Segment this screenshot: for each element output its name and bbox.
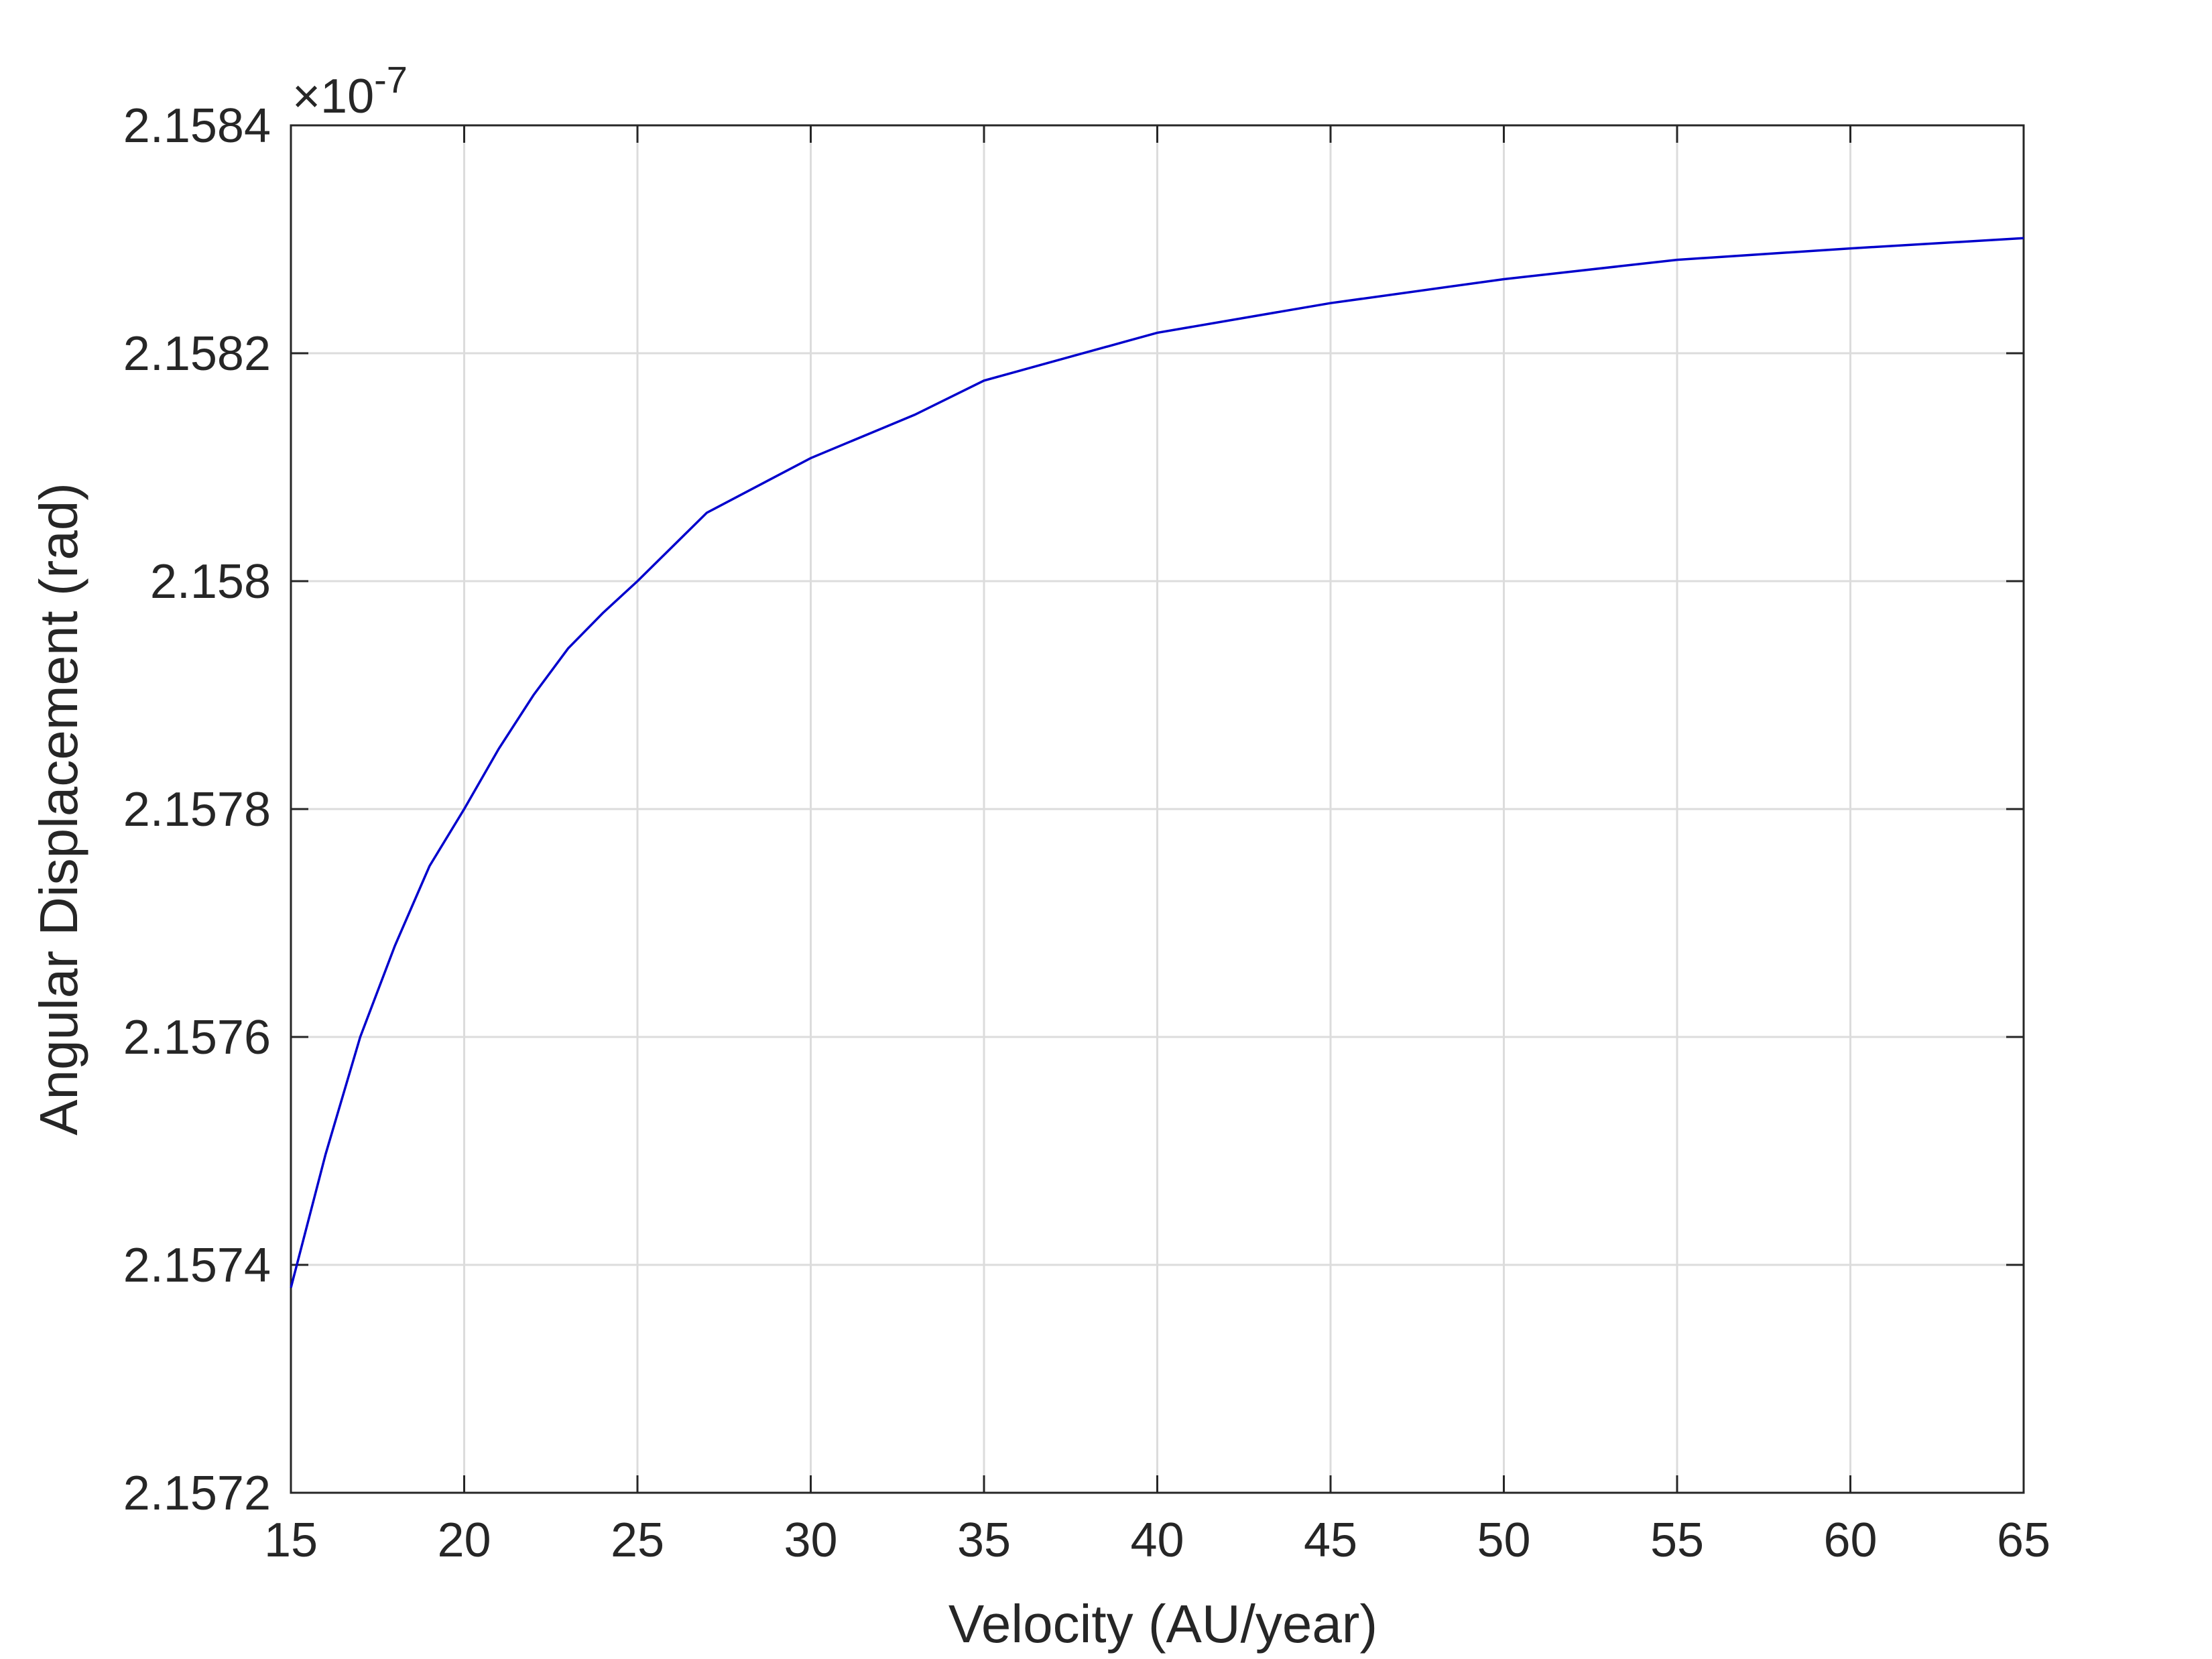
x-tick-label: 40 [1130, 1514, 1184, 1567]
y-tick-label: 2.1572 [123, 1467, 271, 1520]
x-tick-label: 30 [784, 1514, 837, 1567]
y-axis-label: Angular Displacement (rad) [29, 483, 88, 1135]
x-tick-label: 15 [264, 1514, 318, 1567]
y-scale-base: ×10 [292, 70, 374, 123]
y-tick-label: 2.1582 [123, 327, 271, 381]
x-tick-label: 55 [1650, 1514, 1704, 1567]
y-tick-label: 2.1576 [123, 1011, 271, 1064]
x-tick-label: 20 [437, 1514, 491, 1567]
axes-box [290, 124, 2025, 1494]
y-scale-label: ×10-7 [292, 58, 408, 123]
x-tick-label: 35 [957, 1514, 1011, 1567]
y-tick-label: 2.158 [150, 555, 271, 609]
y-tick-label: 2.1578 [123, 783, 271, 837]
y-tick-label: 2.1574 [123, 1239, 271, 1292]
x-axis-label: Velocity (AU/year) [948, 1594, 1377, 1654]
x-tick-label: 25 [611, 1514, 664, 1567]
y-tick-label: 2.1584 [123, 99, 271, 153]
data-line [290, 237, 2024, 1288]
x-tick-label: 65 [1997, 1514, 2050, 1567]
x-tick-label: 45 [1304, 1514, 1357, 1567]
y-scale-exponent: -7 [374, 58, 408, 101]
x-tick-label: 60 [1823, 1514, 1877, 1567]
x-tick-label: 50 [1477, 1514, 1530, 1567]
